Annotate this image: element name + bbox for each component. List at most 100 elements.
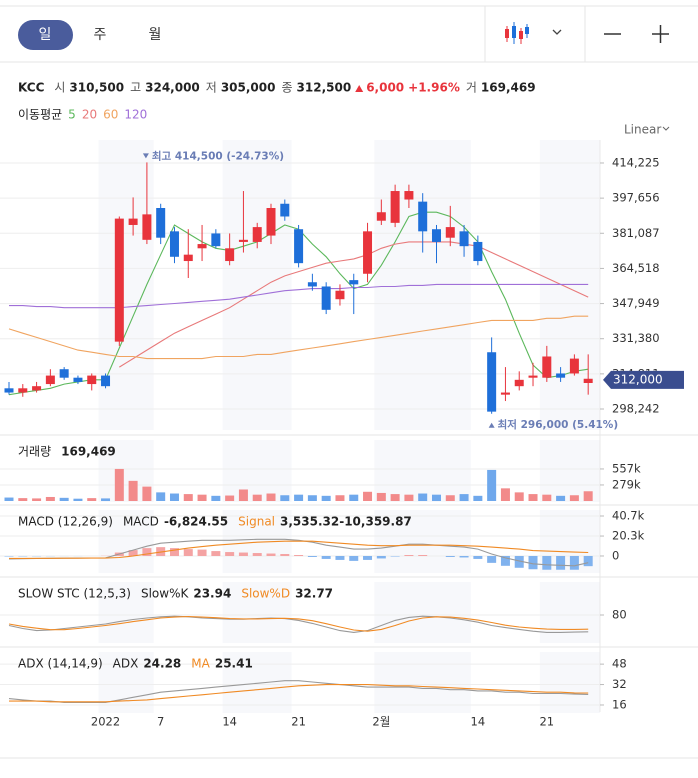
candle-body [445,227,455,238]
legend-name: Signal [238,515,275,529]
low-annotation: 최저 296,000 (5.41%) [498,418,618,431]
legend-value: -6,824.55 [164,515,228,529]
candle-body [73,377,83,382]
week-stripe [374,582,471,643]
x-tick-label: 7 [157,715,164,729]
x-tick-label: 21 [539,715,554,729]
histogram-bar [183,549,193,556]
volume-bar [307,495,317,501]
candle-body [569,358,579,374]
histogram-bar [294,555,304,556]
indicator-line [9,540,589,559]
candle-body [418,201,428,232]
volume-bar [4,497,14,501]
week-stripe [222,582,292,643]
volume-bar [335,495,345,501]
candle-body [487,352,497,412]
candle-body [294,229,304,264]
candle-body [307,282,317,287]
volume-bar [404,494,414,501]
volume-bar [252,494,262,501]
candle-body [4,388,14,393]
period-tab[interactable]: 주 [94,27,107,43]
toolbar [0,5,698,63]
y-tick-label: 364,518 [612,261,660,275]
volume-bar [431,494,441,501]
candle-body [321,286,331,310]
scale-label[interactable]: Linear [624,123,661,137]
candle-body [59,369,69,378]
candle-body [18,388,28,393]
period-tab[interactable]: 일 [39,27,52,43]
zoom-in-button[interactable] [652,25,669,43]
week-stripe [539,140,600,430]
volume-bar [390,494,400,501]
volume-bar [128,480,138,501]
histogram-bar [404,555,414,556]
candle-body [128,218,138,225]
candle-body [225,248,235,262]
ma-legend-item: 20 [82,108,97,122]
volume-bar [376,492,386,501]
candle-body [500,392,510,395]
quote-value: 324,000 [145,81,200,95]
histogram-bar [349,555,359,561]
candle-body [542,356,552,378]
histogram-bar [128,550,138,556]
histogram-bar [583,555,593,567]
candle-body [266,208,276,236]
volume-bar [445,495,455,501]
week-stripe [98,140,154,430]
legend-value: 169,469 [61,445,116,459]
week-stripe [222,652,292,713]
candle-body [556,373,566,378]
candle-body [583,378,593,383]
scale-chevron[interactable] [662,126,670,131]
volume-bar [349,494,359,501]
y-tick-label: 20.3k [612,529,645,543]
chart-type-button[interactable] [505,22,562,44]
y-tick-label: 298,242 [612,402,660,416]
legend-value: 24.28 [143,657,181,671]
week-stripe [374,440,471,502]
candle-body [514,379,524,387]
volume-bar [45,496,55,501]
ma-legend-item: 5 [68,108,76,122]
candle-body [211,233,221,247]
indicator-line [8,315,589,360]
y-tick-label: 347,949 [612,296,660,310]
quote-label: 거 [466,81,477,95]
volume-bar [114,468,124,501]
y-tick-label: 279k [612,477,641,491]
period-tab[interactable]: 월 [149,27,162,43]
week-stripe [98,652,154,713]
histogram-bar [528,555,538,570]
candle-body [404,191,414,200]
volume-bar [321,495,331,501]
volume-bar [73,498,83,501]
indicator-line [9,283,589,309]
volume-bar [32,498,42,501]
candle-body [280,203,290,217]
quote-label: 고 [130,81,141,95]
histogram-bar [556,555,566,570]
quote-label: 저 [206,81,217,95]
x-tick-label: 14 [222,715,237,729]
volume-bar [18,498,28,501]
histogram-bar [500,555,510,566]
y-tick-label: 40.7k [612,508,645,522]
volume-bar [197,494,207,501]
indicator-line [8,615,589,632]
up-arrow [355,85,364,92]
last-price-tag [603,370,684,389]
x-tick-label: 2022 [91,715,120,729]
volume-bar [556,495,566,501]
y-tick-label: 32 [612,677,627,691]
change-pct: +1.96% [408,81,460,95]
volume-bar [528,494,538,501]
histogram-bar [197,549,207,556]
x-tick-label: 14 [471,715,486,729]
panel-title: MACD (12,26,9) [18,515,113,529]
y-tick-label: 414,225 [612,155,660,169]
